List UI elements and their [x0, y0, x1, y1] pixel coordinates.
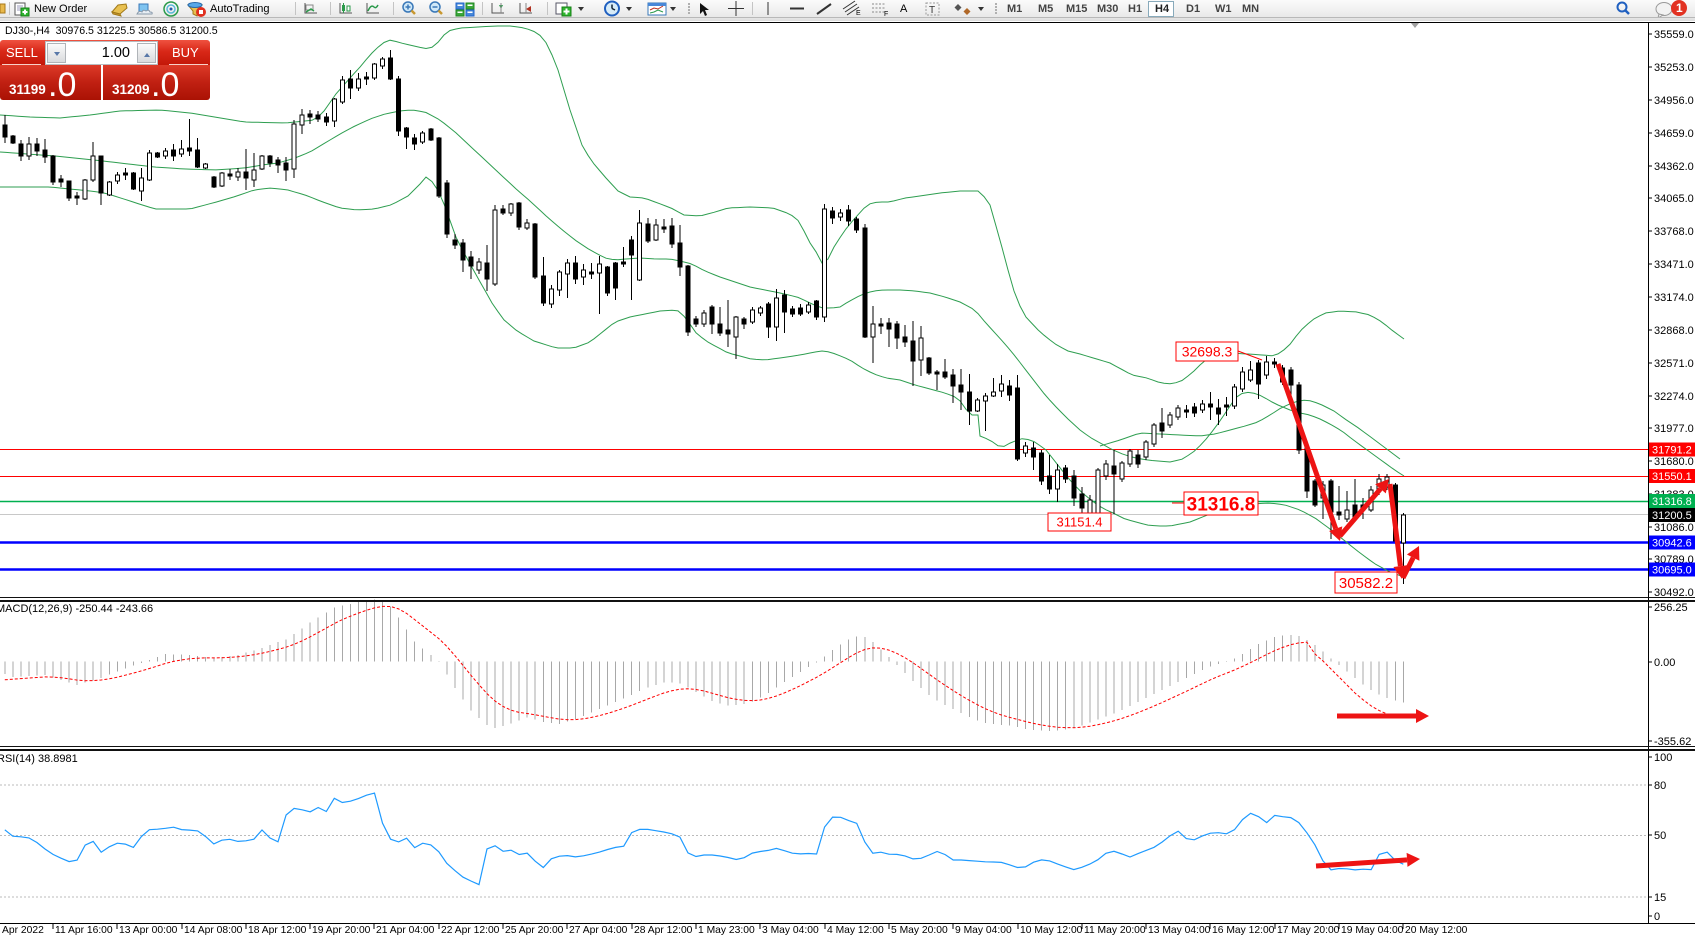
- svg-text:RSI(14) 38.8981: RSI(14) 38.8981: [0, 753, 78, 765]
- svg-text:32571.0: 32571.0: [1654, 358, 1694, 370]
- svg-text:80: 80: [1654, 780, 1666, 792]
- svg-text:33174.0: 33174.0: [1654, 292, 1694, 304]
- svg-text:16 May 12:00: 16 May 12:00: [1212, 925, 1275, 936]
- svg-text:1: 1: [1676, 1, 1683, 15]
- svg-text:11 Apr 16:00: 11 Apr 16:00: [55, 925, 113, 936]
- svg-text:30695.0: 30695.0: [1652, 565, 1692, 577]
- svg-text:18 Apr 12:00: 18 Apr 12:00: [248, 925, 307, 936]
- svg-text:11 May 20:00: 11 May 20:00: [1084, 925, 1146, 936]
- svg-text:10 May 12:00: 10 May 12:00: [1020, 925, 1083, 936]
- svg-text:DJ30-,H4 30976.5 31225.5 3058: DJ30-,H4 30976.5 31225.5 30586.5 31200.5: [5, 25, 218, 37]
- svg-text:W1: W1: [1215, 3, 1232, 15]
- svg-text:32868.0: 32868.0: [1654, 325, 1694, 337]
- svg-text:1 May 23:00: 1 May 23:00: [698, 925, 755, 936]
- svg-text:M30: M30: [1097, 3, 1118, 15]
- svg-text:3 May 04:00: 3 May 04:00: [762, 925, 819, 936]
- svg-text:D1: D1: [1186, 3, 1200, 15]
- svg-text:30942.6: 30942.6: [1652, 538, 1692, 550]
- svg-text:E: E: [856, 10, 861, 17]
- svg-text:13 Apr 00:00: 13 Apr 00:00: [119, 925, 178, 936]
- svg-text:33471.0: 33471.0: [1654, 259, 1694, 271]
- svg-text:30582.2: 30582.2: [1339, 575, 1393, 592]
- svg-text:20 May 12:00: 20 May 12:00: [1405, 925, 1468, 936]
- svg-text:34956.0: 34956.0: [1654, 95, 1694, 107]
- svg-text:35559.0: 35559.0: [1654, 29, 1694, 41]
- svg-text:17 May 20:00: 17 May 20:00: [1277, 925, 1340, 936]
- svg-text:13 May 04:00: 13 May 04:00: [1148, 925, 1211, 936]
- svg-text:30492.0: 30492.0: [1654, 587, 1694, 599]
- svg-text:M15: M15: [1066, 3, 1087, 15]
- svg-text:31680.0: 31680.0: [1654, 456, 1694, 468]
- svg-text:25 Apr 20:00: 25 Apr 20:00: [505, 925, 564, 936]
- svg-text:F: F: [884, 11, 888, 18]
- svg-text:32698.3: 32698.3: [1182, 344, 1233, 360]
- svg-text:4 May 12:00: 4 May 12:00: [827, 925, 884, 936]
- svg-text:21 Apr 04:00: 21 Apr 04:00: [376, 925, 435, 936]
- svg-text:H1: H1: [1128, 3, 1142, 15]
- svg-text:MACD(12,26,9) -250.44 -243.66: MACD(12,26,9) -250.44 -243.66: [0, 603, 153, 615]
- svg-text:Apr 2022: Apr 2022: [2, 925, 44, 936]
- svg-text:M1: M1: [1007, 3, 1022, 15]
- svg-text:31086.0: 31086.0: [1654, 522, 1694, 534]
- svg-text:28 Apr 12:00: 28 Apr 12:00: [634, 925, 693, 936]
- svg-text:31316.8: 31316.8: [1187, 494, 1256, 515]
- svg-text:100: 100: [1654, 752, 1672, 764]
- svg-text:19 May 04:00: 19 May 04:00: [1341, 925, 1404, 936]
- svg-text:31550.1: 31550.1: [1652, 471, 1692, 483]
- svg-text:H4: H4: [1155, 3, 1170, 15]
- svg-text:31200.5: 31200.5: [1652, 510, 1692, 522]
- svg-text:A: A: [900, 3, 908, 15]
- svg-text:34065.0: 34065.0: [1654, 193, 1694, 205]
- svg-text:256.25: 256.25: [1654, 602, 1688, 614]
- svg-text:35253.0: 35253.0: [1654, 62, 1694, 74]
- svg-text:5 May 20:00: 5 May 20:00: [891, 925, 948, 936]
- svg-text:MN: MN: [1242, 3, 1259, 15]
- svg-text:31316.8: 31316.8: [1652, 496, 1692, 508]
- svg-text:T: T: [929, 5, 935, 16]
- svg-text:AutoTrading: AutoTrading: [210, 3, 270, 15]
- svg-text:14 Apr 08:00: 14 Apr 08:00: [184, 925, 243, 936]
- svg-text:9 May 04:00: 9 May 04:00: [955, 925, 1012, 936]
- svg-text:31151.4: 31151.4: [1056, 515, 1102, 530]
- svg-text:0: 0: [1654, 911, 1660, 923]
- svg-text:15: 15: [1654, 892, 1666, 904]
- svg-text:32274.0: 32274.0: [1654, 391, 1694, 403]
- svg-text:31977.0: 31977.0: [1654, 423, 1694, 435]
- svg-text:34362.0: 34362.0: [1654, 161, 1694, 173]
- svg-text:19 Apr 20:00: 19 Apr 20:00: [312, 925, 371, 936]
- svg-text:50: 50: [1654, 830, 1666, 842]
- svg-text:-355.62: -355.62: [1654, 736, 1691, 748]
- svg-text:33768.0: 33768.0: [1654, 226, 1694, 238]
- svg-text:New Order: New Order: [34, 3, 88, 15]
- svg-text:31791.2: 31791.2: [1652, 445, 1692, 457]
- svg-text:34659.0: 34659.0: [1654, 128, 1694, 140]
- svg-text:M5: M5: [1038, 3, 1053, 15]
- svg-text:0.00: 0.00: [1654, 657, 1675, 669]
- svg-text:27 Apr 04:00: 27 Apr 04:00: [569, 925, 628, 936]
- svg-text:22 Apr 12:00: 22 Apr 12:00: [441, 925, 500, 936]
